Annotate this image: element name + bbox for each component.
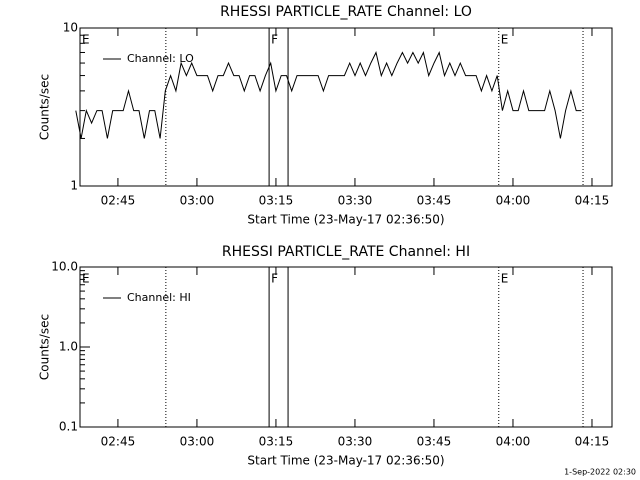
legend-label: Channel: LO <box>127 52 194 65</box>
y-tick-label: 10 <box>63 21 78 35</box>
x-tick-label: 03:45 <box>417 435 452 449</box>
x-axis-label: Start Time (23-May-17 02:36:50) <box>247 213 444 227</box>
x-tick-label: 03:15 <box>259 435 294 449</box>
x-tick-label: 03:00 <box>180 194 215 208</box>
x-tick-label: 03:15 <box>259 194 294 208</box>
y-axis-label: Counts/sec <box>38 314 52 380</box>
flag-label: E <box>501 272 509 286</box>
x-tick-label: 03:30 <box>338 194 373 208</box>
footer: 1-Sep-2022 02:30 <box>564 468 636 477</box>
legend-label: Channel: HI <box>127 291 191 304</box>
x-tick-label: 02:45 <box>101 194 136 208</box>
x-tick-label: 03:30 <box>338 435 373 449</box>
plot-frame <box>79 27 613 187</box>
y-tick-label: 0.1 <box>59 420 78 434</box>
flag-label: E <box>82 272 90 286</box>
flag-label: E <box>82 33 90 47</box>
flag-label: F <box>271 33 278 47</box>
y-tick-label: 10.0 <box>51 260 78 274</box>
data-line <box>75 51 582 139</box>
chart-title: RHESSI PARTICLE_RATE Channel: LO <box>220 4 472 20</box>
x-tick-label: 03:45 <box>417 194 452 208</box>
chart-title: RHESSI PARTICLE_RATE Channel: HI <box>222 244 470 260</box>
x-tick-label: 04:15 <box>575 194 610 208</box>
x-axis-label: Start Time (23-May-17 02:36:50) <box>247 454 444 468</box>
y-axis-label: Counts/sec <box>38 74 52 140</box>
x-tick-label: 04:00 <box>496 194 531 208</box>
flag-label: E <box>501 33 509 47</box>
y-tick-label: 1.0 <box>59 340 78 354</box>
x-tick-label: 03:00 <box>180 435 215 449</box>
x-tick-label: 02:45 <box>101 435 136 449</box>
x-tick-label: 04:00 <box>496 435 531 449</box>
x-tick-label: 04:15 <box>575 435 610 449</box>
y-tick-label: 1 <box>70 179 78 193</box>
flag-label: F <box>271 272 278 286</box>
